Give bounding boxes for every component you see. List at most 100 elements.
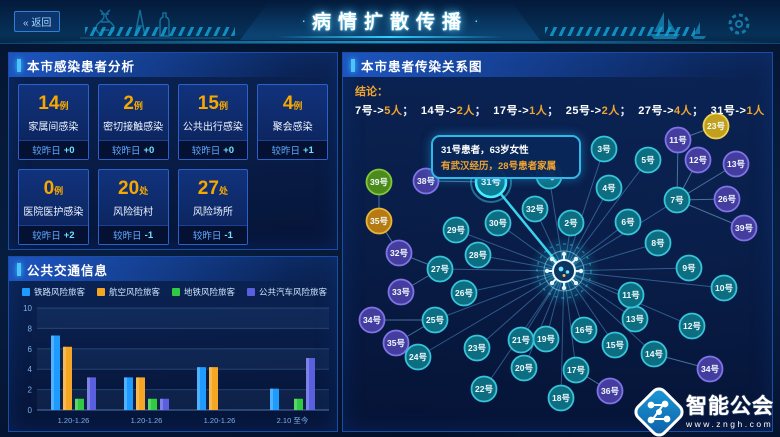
node-label: 17号	[567, 365, 585, 375]
graph-node-36[interactable]: 36号	[596, 377, 624, 405]
stat-card-风险街村: 20处 风险街村 较昨日 -1	[97, 169, 169, 245]
node-circle	[640, 340, 668, 368]
graph-node-32[interactable]: 32号	[385, 239, 413, 267]
graph-node-19[interactable]: 19号	[532, 325, 560, 353]
conclusion-src: 31号->	[710, 105, 747, 117]
graph-node-27[interactable]: 27号	[426, 255, 454, 283]
bar-highlight	[306, 357, 309, 410]
bar-铁路风险旅客-2	[197, 367, 206, 410]
stat-card-delta: 较昨日 +0	[178, 140, 248, 159]
stat-card-密切接触感染: 2例 密切接触感染 较昨日 +0	[97, 84, 169, 160]
hatch-stripes-right	[545, 27, 695, 36]
conclusion-src: 27号->	[638, 105, 675, 117]
graph-node-5[interactable]: 5号	[634, 146, 662, 174]
stat-card-value: 27处	[197, 178, 228, 199]
graph-node-28[interactable]: 28号	[464, 241, 492, 269]
graph-node-13[interactable]: 13号	[621, 305, 649, 333]
y-tick-label: 6	[28, 345, 33, 354]
graph-node-10[interactable]: 10号	[710, 274, 738, 302]
graph-node-24[interactable]: 24号	[404, 343, 432, 371]
node-label: 3号	[597, 144, 611, 154]
graph-node-14[interactable]: 14号	[640, 340, 668, 368]
graph-node-4[interactable]: 4号	[595, 174, 623, 202]
infection-network-graph: 39号38号31号1号35号32号30号29号32号28号27号33号26号34…	[358, 112, 758, 412]
graph-node-35[interactable]: 35号	[365, 207, 393, 235]
graph-node-35[interactable]: 35号	[382, 329, 410, 357]
stat-card-label: 风险场所	[192, 207, 233, 218]
conclusion-src: 25号->	[565, 105, 602, 117]
virus-spike-tip	[561, 251, 567, 257]
graph-node-17[interactable]: 17号	[562, 356, 590, 384]
graph-node-15[interactable]: 15号	[601, 331, 629, 359]
graph-node-2[interactable]: 2号	[557, 209, 585, 237]
graph-node-7[interactable]: 7号	[663, 186, 691, 214]
graph-node-13[interactable]: 13号	[722, 150, 750, 178]
delta-label: 较昨日	[111, 146, 141, 157]
legend-item-0[interactable]: 铁路风险旅客	[21, 286, 85, 298]
node-circle	[532, 325, 560, 353]
graph-node-20[interactable]: 20号	[510, 354, 538, 382]
graph-node-22[interactable]: 22号	[470, 375, 498, 403]
stat-card-unit: 例	[293, 101, 303, 111]
node-circle	[710, 274, 738, 302]
graph-node-21[interactable]: 21号	[507, 326, 535, 354]
panel-accent-bar	[17, 58, 21, 72]
graph-node-6[interactable]: 6号	[614, 208, 642, 236]
node-circle	[663, 186, 691, 214]
node-circle	[644, 229, 672, 257]
node-label: 7号	[670, 195, 684, 205]
delta-label: 较昨日	[192, 231, 222, 242]
graph-node-3[interactable]: 3号	[590, 135, 618, 163]
graph-node-23[interactable]: 23号	[702, 112, 730, 140]
bar-highlight	[124, 377, 127, 410]
bar-地铁风险旅客-0	[75, 398, 84, 410]
legend-item-3[interactable]: 公共汽车风险旅客	[246, 286, 327, 298]
bar-highlight	[197, 367, 200, 410]
graph-node-11[interactable]: 11号	[664, 126, 692, 154]
graph-node-30[interactable]: 30号	[484, 209, 512, 237]
legend-label: 公共汽车风险旅客	[258, 287, 327, 297]
graph-node-33[interactable]: 33号	[387, 278, 415, 306]
node-label: 26号	[455, 288, 473, 298]
y-tick-label: 4	[28, 365, 33, 374]
graph-node-9[interactable]: 9号	[675, 254, 703, 282]
virus-spike-tip	[561, 285, 567, 291]
node-circle	[450, 279, 478, 307]
graph-node-39[interactable]: 39号	[730, 214, 758, 242]
graph-node-39[interactable]: 39号	[365, 168, 393, 196]
graph-node-34[interactable]: 34号	[358, 306, 386, 334]
node-circle	[730, 214, 758, 242]
node-circle	[696, 355, 724, 383]
transport-chart-legend: 铁路风险旅客 航空风险旅客 地铁风险旅客 公共汽车风险旅客	[9, 281, 337, 298]
back-button[interactable]: « 返回	[14, 11, 61, 32]
graph-node-26[interactable]: 26号	[713, 185, 741, 213]
conclusion-dst: 4人	[674, 105, 693, 117]
graph-node-16[interactable]: 16号	[570, 316, 598, 344]
stat-card-delta: 较昨日 +0	[19, 140, 88, 159]
graph-node-34[interactable]: 34号	[696, 355, 724, 383]
node-circle	[387, 278, 415, 306]
graph-node-25[interactable]: 25号	[421, 306, 449, 334]
graph-node-26[interactable]: 26号	[450, 279, 478, 307]
legend-item-2[interactable]: 地铁风险旅客	[171, 286, 235, 298]
stat-card-unit: 例	[218, 101, 228, 111]
stat-card-label: 风险街村	[113, 207, 154, 218]
brand-logo[interactable]: 智能公会 www.zngh.com	[630, 383, 774, 437]
graph-node-11[interactable]: 11号	[617, 281, 645, 309]
node-label: 28号	[469, 250, 487, 260]
node-label: 32号	[390, 248, 408, 258]
graph-node-12[interactable]: 12号	[684, 146, 712, 174]
graph-node-32[interactable]: 32号	[521, 195, 549, 223]
y-tick-label: 0	[28, 406, 33, 415]
legend-item-1[interactable]: 航空风险旅客	[96, 286, 160, 298]
graph-node-23[interactable]: 23号	[463, 334, 491, 362]
graph-node-18[interactable]: 18号	[547, 384, 575, 412]
x-tick-label: 2.10 至今	[277, 415, 309, 425]
graph-node-29[interactable]: 29号	[442, 216, 470, 244]
stat-card-unit: 例	[54, 186, 64, 196]
graph-node-8[interactable]: 8号	[644, 229, 672, 257]
graph-node-12[interactable]: 12号	[678, 312, 706, 340]
delta-label: 较昨日	[113, 231, 142, 242]
tooltip-line2: 有武汉经历，28号患者家属	[441, 161, 557, 172]
node-label: 15号	[606, 340, 624, 350]
